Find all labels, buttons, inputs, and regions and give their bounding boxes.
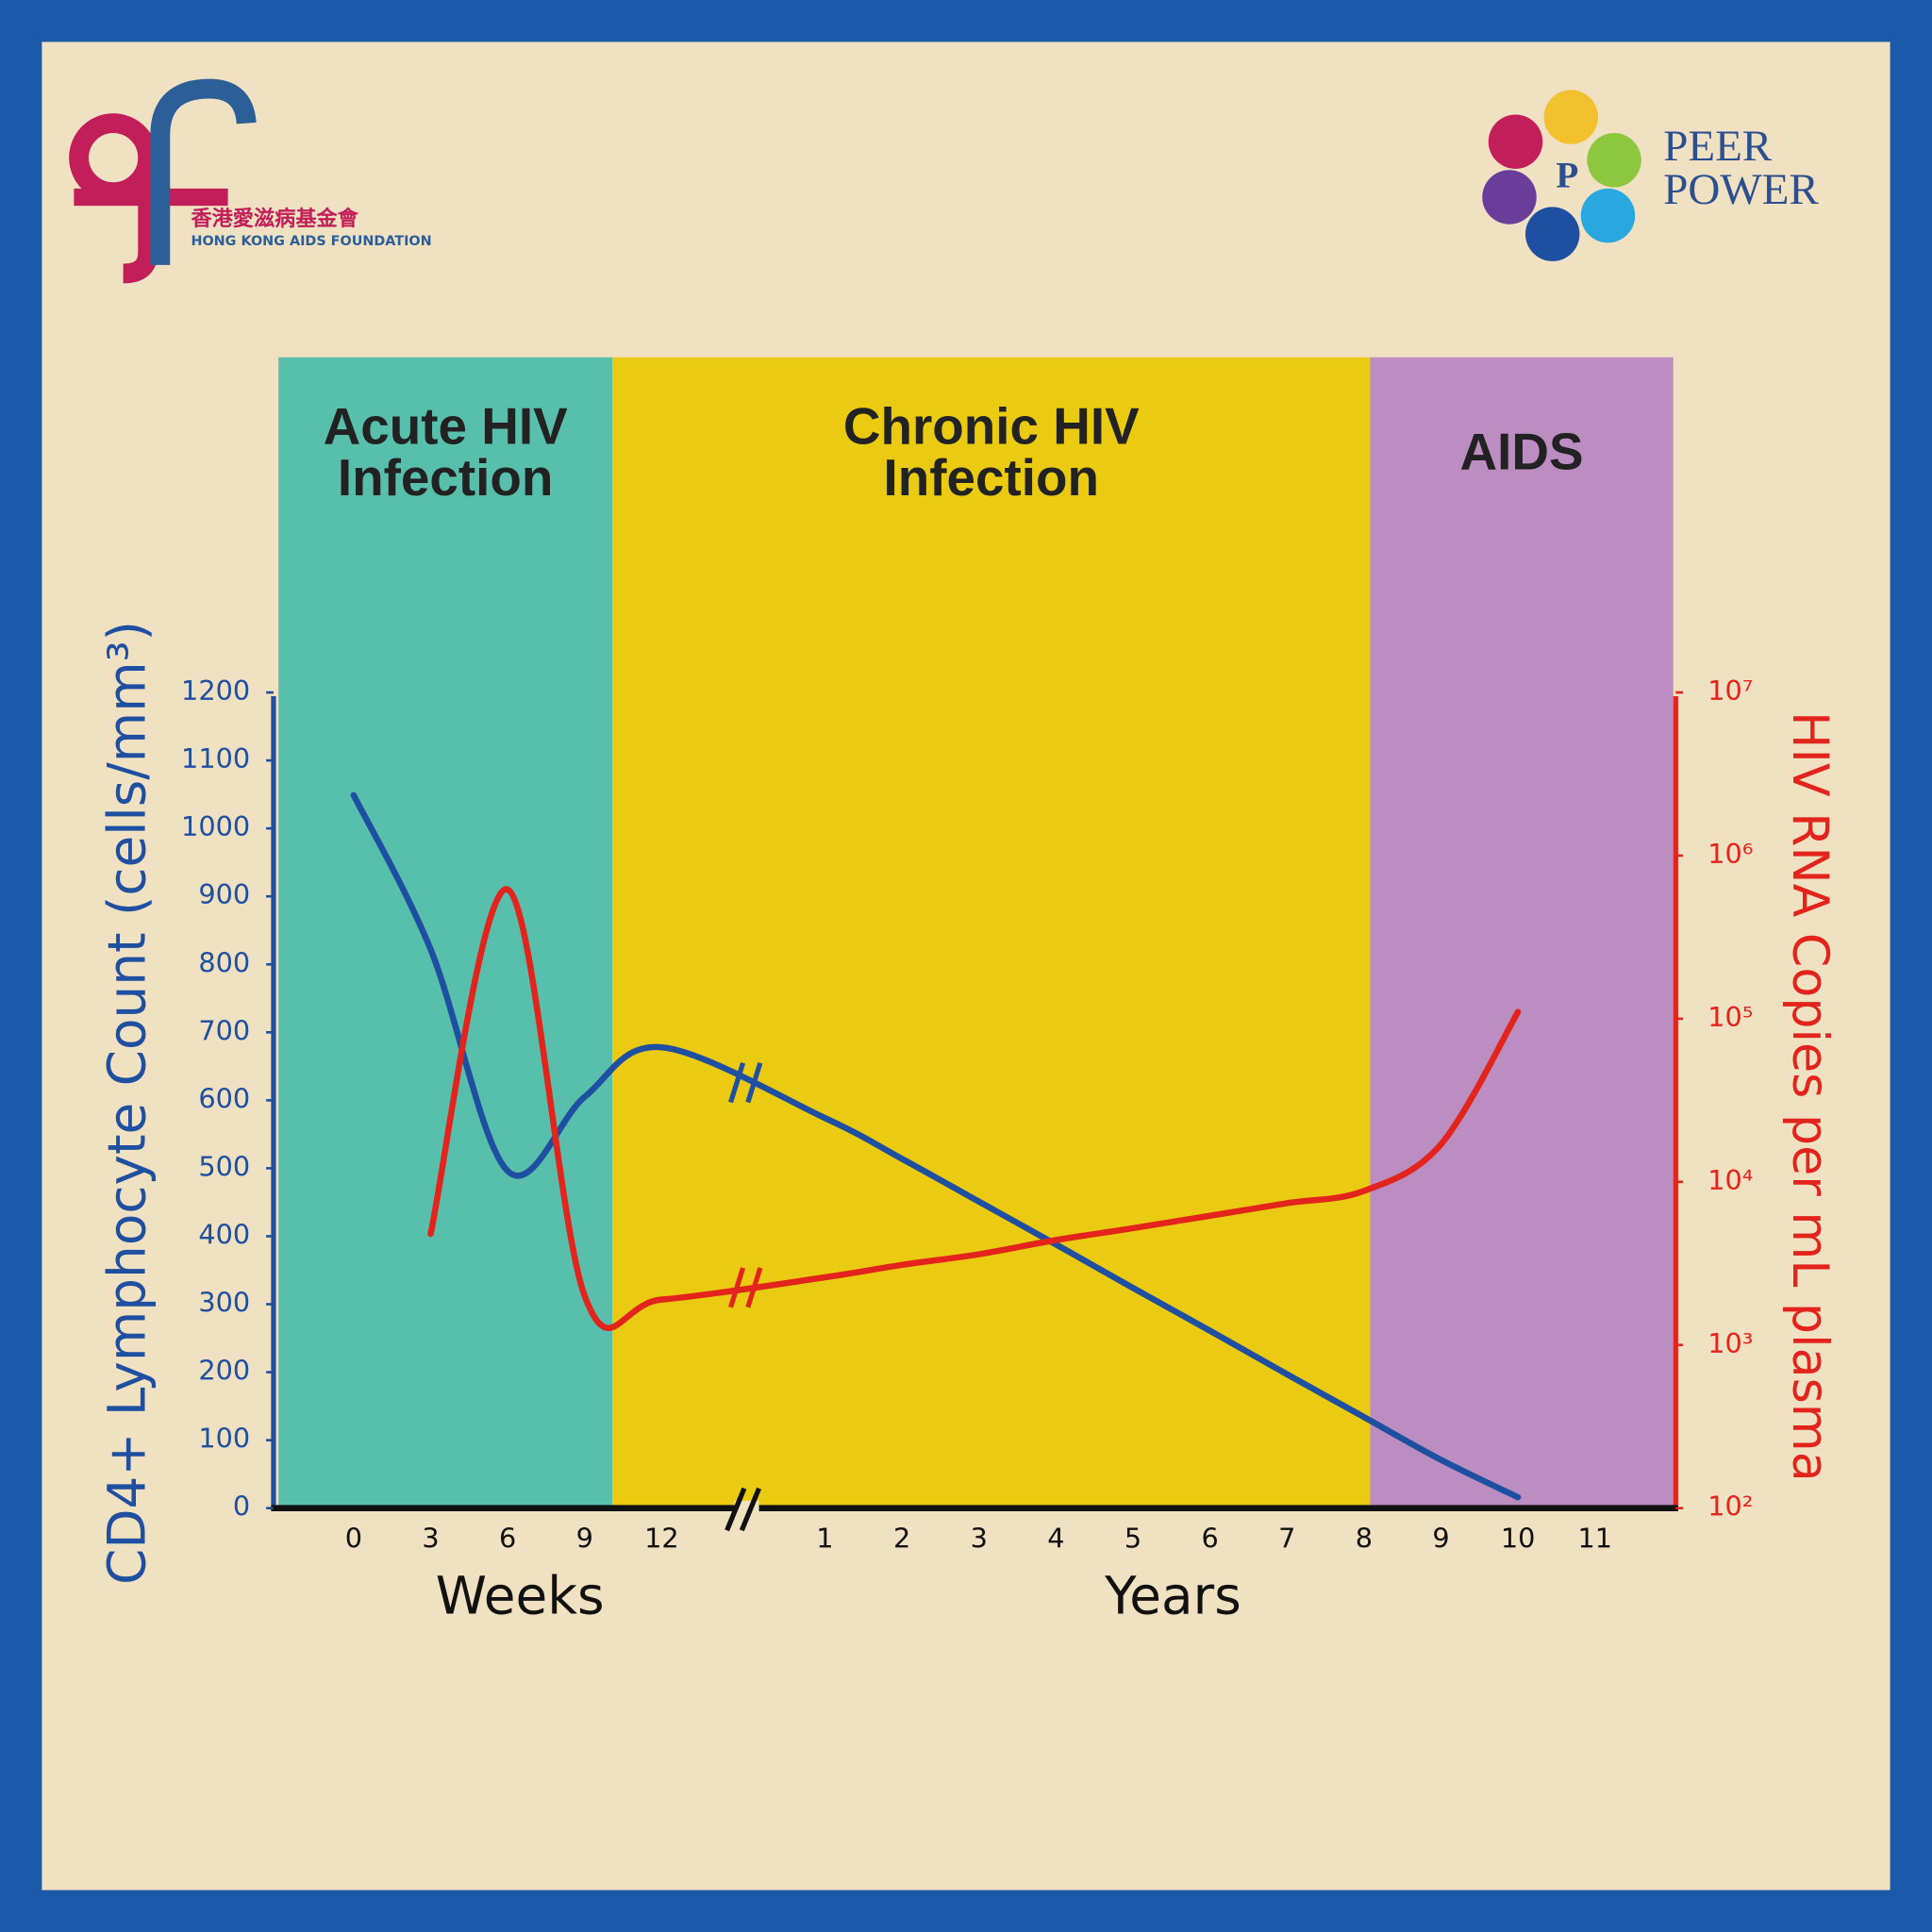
y-tick-label: 400 [198,1218,250,1250]
x-tick-label: 4 [1047,1523,1064,1555]
y-tick-label: 600 [198,1082,250,1114]
x-tick-label: 0 [345,1523,362,1555]
x-tick-label: 7 [1278,1523,1295,1555]
peer-power-logo: P PEER POWER [1482,90,1819,261]
hkaf-logo: 香港愛滋病基金會 HONG KONG AIDS FOUNDATION [69,78,432,284]
line-break [728,1061,763,1104]
x-tick-label: 12 [644,1523,679,1555]
phase-label: Acute HIV [324,396,568,455]
y2-tick-label: 10³ [1707,1327,1753,1359]
y-tick-label: 100 [198,1423,250,1455]
series-line [427,886,1522,1331]
y-tick-label: 300 [198,1287,250,1319]
logo-text: PEER [1663,122,1773,171]
phase-band [612,357,1371,1508]
x-tick-label: 2 [893,1523,910,1555]
y-tick-label: 0 [233,1491,250,1523]
y-tick-label: 1100 [181,742,250,774]
x-tick-label: 3 [422,1523,439,1555]
y2-tick-label: 10⁶ [1707,838,1753,870]
phase-label: Chronic HIV [843,396,1140,455]
line-break [728,1267,763,1308]
x-tick-label: 9 [1432,1523,1449,1555]
x-group-label: Years [1104,1565,1241,1625]
x-tick-label: 8 [1356,1523,1373,1555]
x-tick-label: 6 [499,1523,516,1555]
x-group-label: Weeks [436,1565,605,1625]
y-tick-label: 1200 [181,675,250,707]
y-axis-title: CD4+ Lymphocyte Count (cells/mm³) [97,621,158,1585]
x-tick-label: 11 [1578,1523,1613,1555]
y2-tick-label: 10⁵ [1707,1001,1753,1033]
y2-tick-label: 10⁴ [1707,1164,1753,1196]
svg-text:P: P [1556,155,1578,195]
phase-band [1370,357,1674,1508]
series-line [350,791,1522,1501]
logo-text: POWER [1663,165,1819,214]
y2-tick-label: 10² [1707,1491,1753,1523]
y-tick-label: 500 [198,1150,250,1182]
x-tick-label: 9 [576,1523,593,1555]
x-tick-label: 6 [1201,1523,1218,1555]
phase-label: Infection [884,448,1100,507]
y-tick-label: 700 [198,1014,250,1046]
x-tick-label: 1 [816,1523,833,1555]
logo-text: HONG KONG AIDS FOUNDATION [191,234,431,249]
phase-label: AIDS [1460,423,1584,481]
logo-text: 香港愛滋病基金會 [191,206,358,231]
y-tick-label: 200 [198,1355,250,1387]
y2-axis-title: HIV RNA Copies per mL plasma [1781,711,1838,1482]
axis-break [724,1487,761,1532]
y2-tick-label: 10⁷ [1707,675,1753,707]
y-tick-label: 800 [198,946,250,978]
phase-band [278,357,613,1508]
x-tick-label: 3 [971,1523,988,1555]
phase-label: Infection [338,448,554,507]
x-tick-label: 5 [1124,1523,1141,1555]
y-tick-label: 1000 [181,810,250,842]
x-tick-label: 10 [1501,1523,1536,1555]
y-tick-label: 900 [198,878,250,910]
